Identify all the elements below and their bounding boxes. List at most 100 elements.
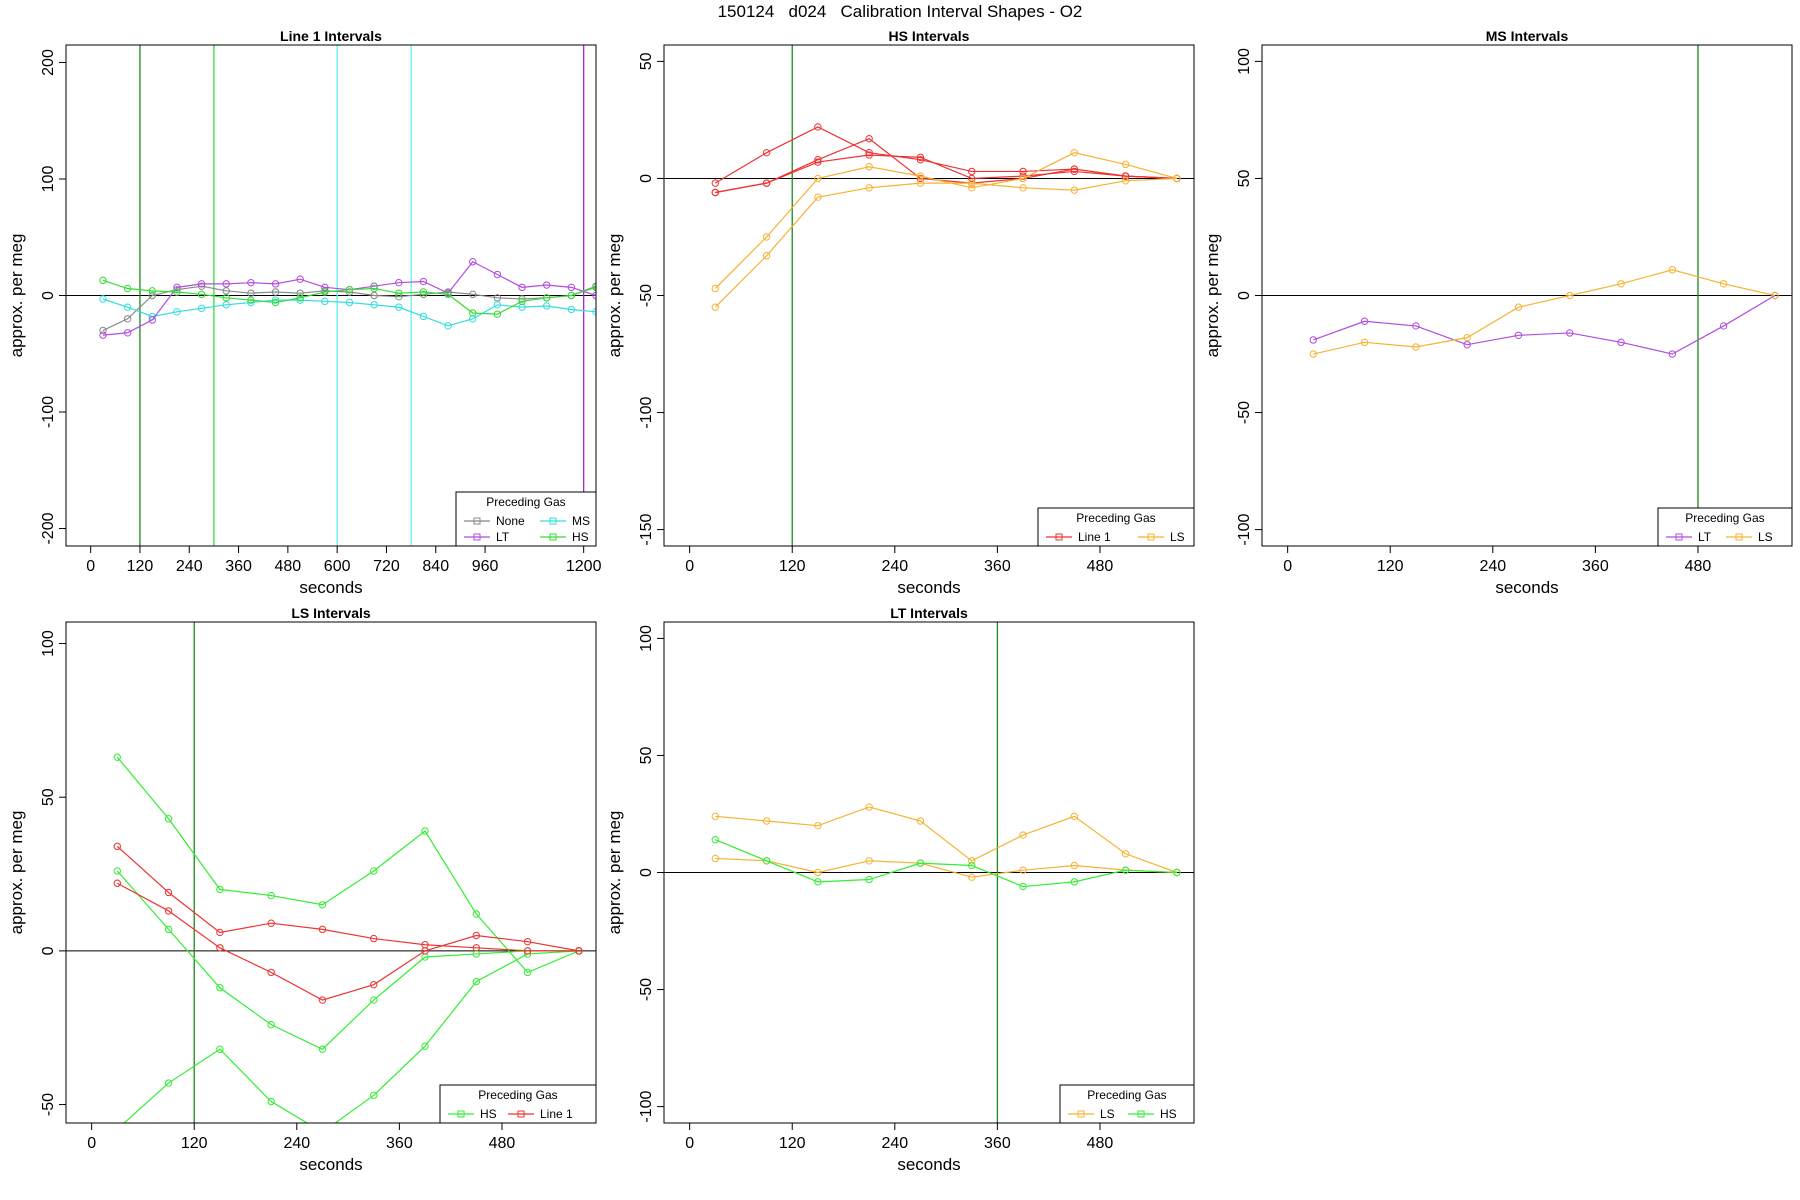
y-tick-label: -100 — [638, 1091, 655, 1123]
data-point — [148, 316, 156, 324]
y-tick-label: -50 — [1236, 401, 1253, 424]
data-point — [1019, 174, 1027, 183]
data-point — [1121, 866, 1130, 874]
data-point — [247, 298, 255, 307]
data-point — [916, 172, 925, 180]
legend-entry-label: LT — [496, 530, 510, 544]
x-tick-label: 480 — [1087, 1135, 1114, 1152]
data-point — [1309, 336, 1317, 344]
legend-entry-label: LS — [1758, 530, 1773, 544]
legend: Preceding Gas Line 1 LS — [1037, 507, 1195, 547]
data-point — [99, 331, 107, 339]
data-point — [814, 821, 822, 830]
legend-entry-label: HS — [1160, 1107, 1177, 1121]
data-point — [865, 151, 873, 159]
y-axis-label: approx. per meg — [1203, 234, 1222, 358]
y-tick-label: -150 — [638, 514, 655, 546]
y-tick-label: -100 — [1236, 514, 1253, 546]
data-point — [1463, 340, 1471, 349]
chart-panel-5: LT Intervals 0 120 240 360 480 seconds -100 -50 0… — [605, 605, 1195, 1174]
data-point — [711, 284, 719, 293]
series-line-hs — [102, 279, 596, 315]
data-point — [916, 817, 925, 825]
chart-title: LT Intervals — [890, 605, 968, 621]
data-point — [865, 803, 873, 811]
data-point — [1121, 160, 1130, 169]
series-line-none — [102, 285, 596, 331]
y-tick-label: 0 — [638, 868, 655, 877]
series-line-ms — [102, 298, 596, 327]
series-line-line-1 — [715, 154, 1177, 194]
legend-swatch-marker — [549, 533, 557, 541]
x-tick-label: 720 — [373, 558, 400, 575]
data-point — [419, 290, 428, 299]
data-point — [370, 867, 378, 875]
data-point — [1070, 167, 1079, 176]
data-point — [1019, 866, 1027, 874]
data-point — [197, 280, 206, 288]
data-point — [419, 288, 428, 296]
series-line-hs — [116, 870, 579, 1050]
data-point — [762, 817, 771, 825]
y-tick-label: -50 — [40, 1093, 57, 1116]
x-tick-label: 600 — [324, 558, 351, 575]
data-point — [345, 288, 354, 296]
data-point — [762, 179, 771, 187]
data-point — [370, 284, 378, 293]
y-tick-label: -200 — [40, 512, 57, 544]
data-point — [523, 937, 532, 946]
data-point — [493, 270, 502, 279]
data-point — [814, 174, 822, 183]
data-point — [296, 289, 304, 297]
data-point — [1412, 343, 1420, 351]
data-point — [711, 812, 719, 821]
y-tick-label: 0 — [1236, 291, 1253, 300]
x-tick-label: 840 — [422, 558, 449, 575]
x-tick-label: 1200 — [566, 558, 602, 575]
data-point — [542, 281, 551, 289]
data-point — [916, 179, 925, 187]
y-tick-label: 0 — [40, 291, 57, 300]
x-tick-label: 480 — [1685, 558, 1712, 575]
data-point — [1019, 172, 1027, 180]
data-point — [1173, 174, 1181, 183]
chart-title: MS Intervals — [1486, 28, 1569, 44]
data-point — [567, 283, 576, 292]
data-point — [113, 842, 121, 851]
data-point — [173, 283, 181, 292]
data-point — [370, 282, 378, 290]
data-point — [472, 931, 481, 940]
data-point — [318, 996, 327, 1004]
legend-swatch-marker — [1055, 533, 1063, 541]
data-point — [296, 294, 304, 302]
series-line-hs — [715, 839, 1177, 888]
data-point — [575, 947, 583, 955]
data-point — [968, 857, 976, 865]
data-point — [968, 873, 976, 881]
y-tick-label: 0 — [40, 946, 57, 955]
legend-swatch-marker — [1675, 533, 1683, 541]
data-point — [814, 158, 822, 166]
data-point — [99, 276, 107, 285]
data-point — [814, 193, 822, 201]
x-tick-label: 480 — [275, 558, 302, 575]
x-tick-label: 360 — [225, 558, 252, 575]
data-point — [1566, 291, 1574, 300]
x-axis-label: seconds — [897, 1155, 960, 1174]
data-point — [542, 294, 551, 302]
data-point — [216, 944, 224, 952]
y-tick-label: 100 — [40, 166, 57, 193]
x-tick-label: 360 — [386, 1135, 413, 1152]
y-axis-label: approx. per meg — [7, 234, 26, 358]
x-tick-label: 960 — [472, 558, 499, 575]
x-tick-label: 120 — [779, 1135, 806, 1152]
data-point — [123, 329, 132, 337]
data-point — [267, 1097, 275, 1106]
y-tick-label: -100 — [40, 396, 57, 428]
data-point — [421, 1042, 429, 1050]
chart-panel-1: Line 1 Intervals 0 120 240 360 480 600 720 840 96… — [7, 28, 602, 597]
x-tick-label: 240 — [881, 1135, 908, 1152]
data-point — [321, 288, 329, 296]
data-point — [267, 919, 275, 927]
